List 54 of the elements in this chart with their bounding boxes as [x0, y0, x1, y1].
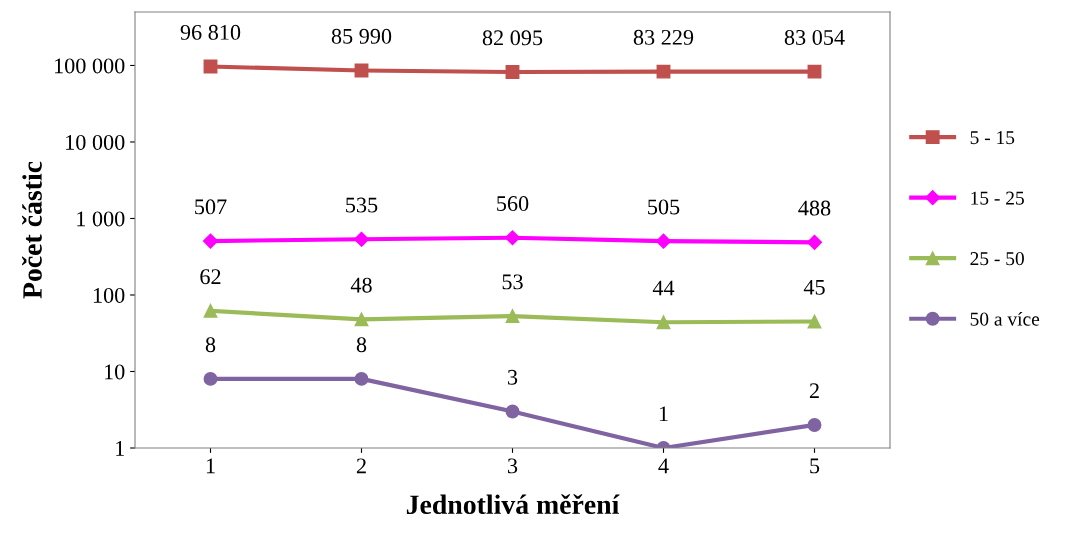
- point: [505, 65, 520, 79]
- legend-label: 25 - 50: [970, 252, 1024, 266]
- point: [656, 64, 671, 79]
- y-tick-label: 10: [105, 364, 125, 380]
- data-label: 48: [350, 277, 372, 293]
- data-label: 505: [648, 199, 680, 215]
- y-tick-label: 100 000: [55, 58, 125, 74]
- x-tick-label: 5: [810, 458, 820, 474]
- point: [806, 234, 823, 250]
- point: [203, 303, 218, 318]
- data-label: 3: [508, 369, 518, 385]
- data-label: 82 095: [482, 30, 543, 46]
- data-label: 45: [803, 279, 825, 295]
- x-tick-label: 1: [206, 458, 215, 474]
- data-label: 560: [497, 196, 529, 212]
- point: [807, 418, 822, 432]
- data-label: 8: [356, 337, 367, 353]
- point: [202, 233, 219, 249]
- x-tick-label: 2: [356, 458, 366, 474]
- y-axis-title: Počet částic: [22, 161, 42, 299]
- data-label: 2: [809, 383, 819, 399]
- data-label: 83 229: [633, 29, 694, 45]
- point: [655, 233, 672, 249]
- data-label: 62: [200, 269, 221, 285]
- legend-label: 50 a více: [970, 312, 1040, 326]
- data-label: 96 810: [180, 24, 241, 40]
- point: [354, 371, 369, 386]
- point: [354, 312, 369, 327]
- data-label: 535: [346, 197, 378, 213]
- data-label: 507: [195, 199, 227, 215]
- data-label: 53: [502, 274, 523, 290]
- legend-label: 5 - 15: [970, 131, 1015, 145]
- data-label: 8: [205, 337, 216, 353]
- point: [807, 314, 822, 329]
- data-label: 44: [652, 280, 675, 296]
- legend-label: 15 - 25: [971, 191, 1024, 205]
- y-tick-label: 1: [116, 441, 124, 456]
- data-label: 83 054: [784, 29, 845, 45]
- point: [505, 309, 520, 324]
- point: [656, 315, 671, 330]
- point: [505, 404, 520, 419]
- data-label: 1: [659, 406, 668, 422]
- point: [203, 371, 218, 386]
- point: [504, 230, 521, 246]
- x-axis-title: Jednotlivá měření: [406, 494, 620, 515]
- point: [807, 64, 822, 79]
- data-label: 488: [798, 200, 831, 216]
- x-tick-label: 4: [658, 458, 669, 474]
- data-label: 85 990: [331, 28, 392, 44]
- y-tick-label: 10 000: [66, 134, 125, 150]
- y-tick-label: 100: [93, 287, 125, 303]
- x-tick-label: 3: [508, 458, 518, 474]
- y-tick-label: 1 000: [77, 211, 125, 227]
- point: [353, 231, 370, 247]
